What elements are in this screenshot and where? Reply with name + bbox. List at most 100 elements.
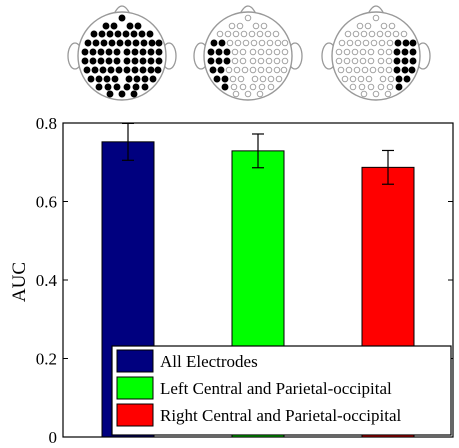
electrode-unselected	[349, 83, 357, 91]
electrode-selected	[215, 48, 223, 56]
electrode-selected	[125, 75, 133, 83]
electrode-selected	[102, 22, 110, 30]
electrode-unselected	[231, 48, 239, 56]
electrode-unselected	[232, 90, 240, 98]
electrode-selected	[148, 39, 156, 47]
electrode-unselected	[361, 66, 369, 74]
electrode-unselected	[259, 75, 267, 83]
electrode-unselected	[249, 57, 257, 65]
electrode-selected	[90, 30, 98, 38]
electrode-selected	[133, 75, 141, 83]
electrode-unselected	[265, 48, 273, 56]
electrode-selected	[116, 39, 124, 47]
electrode-unselected	[386, 39, 394, 47]
electrode-selected	[147, 66, 155, 74]
legend-box	[111, 345, 452, 436]
electrode-unselected	[367, 83, 375, 91]
electrode-selected	[110, 22, 118, 30]
electrode-selected	[409, 39, 417, 47]
electrode-selected	[113, 83, 121, 91]
electrode-unselected	[372, 90, 380, 98]
electrode-selected	[104, 83, 112, 91]
electrode-selected	[155, 39, 163, 47]
electrode-selected	[393, 66, 401, 74]
electrode-unselected	[349, 75, 357, 83]
electrode-unselected	[370, 39, 378, 47]
electrode-unselected	[376, 30, 384, 38]
electrode-unselected	[385, 57, 393, 65]
legend-label-1: All Electrodes	[160, 352, 258, 371]
electrode-unselected	[353, 66, 361, 74]
electrode-selected	[122, 30, 130, 38]
electrode-selected	[221, 83, 229, 91]
electrode-unselected	[265, 66, 273, 74]
electrode-selected	[401, 66, 409, 74]
electrode-unselected	[258, 83, 266, 91]
electrode-selected	[147, 57, 155, 65]
electrode-unselected	[239, 83, 247, 91]
head-map-left	[193, 5, 303, 101]
electrode-selected	[213, 75, 221, 83]
electrode-unselected	[356, 22, 364, 30]
electrode-unselected	[362, 39, 370, 47]
electrode-unselected	[252, 22, 260, 30]
electrode-unselected	[240, 30, 248, 38]
legend-label-3: Right Central and Parietal-occipital	[160, 406, 402, 425]
electrode-selected	[215, 57, 223, 65]
electrode-selected	[223, 57, 231, 65]
electrode-unselected	[343, 57, 351, 65]
electrode-unselected	[244, 14, 252, 22]
electrode-selected	[100, 39, 108, 47]
electrode-selected	[99, 66, 107, 74]
electrode-unselected	[354, 39, 362, 47]
electrode-unselected	[360, 90, 368, 98]
electrode-selected	[123, 66, 131, 74]
electrode-selected	[209, 66, 217, 74]
electrode-unselected	[236, 22, 244, 30]
electrode-selected	[106, 90, 114, 98]
electrode-unselected	[343, 48, 351, 56]
electrode-unselected	[372, 14, 380, 22]
electrode-selected	[131, 66, 139, 74]
electrode-unselected	[386, 83, 394, 91]
electrode-unselected	[233, 66, 241, 74]
electrode-selected	[155, 48, 163, 56]
electrode-unselected	[234, 39, 242, 47]
electrode-selected	[393, 57, 401, 65]
electrode-selected	[409, 48, 417, 56]
electrode-unselected	[344, 30, 352, 38]
electrode-unselected	[379, 75, 387, 83]
electrode-selected	[126, 22, 134, 30]
y-tick-label: 0.8	[36, 114, 57, 133]
electrode-selected	[141, 75, 149, 83]
head-map-right	[321, 5, 431, 101]
legend-swatch-2	[116, 376, 154, 400]
electrode-selected	[98, 30, 106, 38]
electrode-selected	[111, 75, 119, 83]
electrode-selected	[395, 75, 403, 83]
electrode-selected	[113, 48, 121, 56]
electrode-selected	[92, 39, 100, 47]
electrode-selected	[154, 66, 162, 74]
electrode-unselected	[387, 75, 395, 83]
electrode-unselected	[249, 48, 257, 56]
electrode-selected	[97, 57, 105, 65]
electrode-unselected	[364, 22, 372, 30]
electrode-unselected	[367, 57, 375, 65]
electrode-selected	[123, 57, 131, 65]
electrode-unselected	[360, 30, 368, 38]
electrode-selected	[223, 48, 231, 56]
electrode-selected	[108, 39, 116, 47]
electrode-selected	[107, 66, 115, 74]
electrode-unselected	[351, 57, 359, 65]
electrode-unselected	[369, 66, 377, 74]
legend-label-2: Left Central and Parietal-occipital	[160, 379, 392, 398]
electrode-unselected	[338, 39, 346, 47]
electrode-selected	[394, 39, 402, 47]
electrode-selected	[118, 14, 126, 22]
electrode-unselected	[377, 57, 385, 65]
electrode-selected	[138, 30, 146, 38]
electrode-unselected	[367, 48, 375, 56]
electrode-selected	[132, 83, 140, 91]
